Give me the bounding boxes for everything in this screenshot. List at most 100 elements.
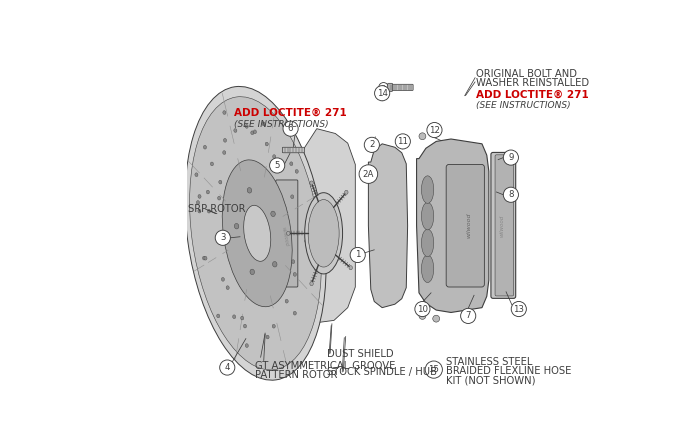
Ellipse shape [251,131,254,135]
Ellipse shape [198,209,201,213]
Ellipse shape [316,251,319,255]
Circle shape [425,361,442,378]
Ellipse shape [273,155,276,159]
Ellipse shape [433,315,440,322]
Ellipse shape [202,256,206,260]
Ellipse shape [226,286,229,290]
Ellipse shape [310,181,314,185]
Text: WASHER REINSTALLED: WASHER REINSTALLED [476,78,589,88]
Ellipse shape [218,196,220,200]
Ellipse shape [266,335,269,339]
Ellipse shape [290,195,294,198]
Ellipse shape [421,229,434,257]
Ellipse shape [245,125,248,128]
Ellipse shape [221,278,225,281]
Text: STOCK SPINDLE / HUB: STOCK SPINDLE / HUB [327,367,437,377]
Ellipse shape [271,211,275,217]
FancyBboxPatch shape [282,147,304,153]
Ellipse shape [204,145,206,149]
Text: 1: 1 [355,250,360,260]
Circle shape [382,85,386,89]
Text: GT ASYMMETRICAL GROOVE: GT ASYMMETRICAL GROOVE [256,361,396,371]
Circle shape [395,134,410,149]
Text: ADD LOCTITE® 271: ADD LOCTITE® 271 [476,90,589,100]
Ellipse shape [211,162,214,166]
Ellipse shape [223,160,292,307]
Ellipse shape [216,237,220,241]
Ellipse shape [223,111,226,114]
Circle shape [220,360,235,375]
Ellipse shape [253,130,256,134]
Text: 15: 15 [428,365,440,374]
Text: 6: 6 [288,124,293,133]
Ellipse shape [219,180,222,184]
Circle shape [503,187,519,202]
FancyBboxPatch shape [491,152,516,298]
Text: STAINLESS STEEL: STAINLESS STEEL [446,357,533,367]
Ellipse shape [234,224,239,229]
Text: BRAIDED FLEXLINE HOSE: BRAIDED FLEXLINE HOSE [446,367,571,376]
Ellipse shape [304,193,342,274]
Text: ADD LOCTITE® 271: ADD LOCTITE® 271 [234,108,346,118]
Text: wilwood: wilwood [281,227,289,247]
Polygon shape [368,144,407,308]
Ellipse shape [262,122,265,126]
Text: 11: 11 [398,137,408,146]
Circle shape [270,158,285,173]
Ellipse shape [197,201,199,204]
Circle shape [511,301,526,316]
Text: wilwood: wilwood [466,213,471,239]
Ellipse shape [304,239,308,243]
Ellipse shape [272,325,275,328]
Ellipse shape [204,256,207,260]
Ellipse shape [195,173,198,177]
Ellipse shape [190,97,321,370]
Ellipse shape [234,129,237,132]
Ellipse shape [232,315,236,319]
Text: PATTERN ROTOR: PATTERN ROTOR [256,370,338,380]
Text: wilwood: wilwood [500,214,505,236]
Ellipse shape [272,261,277,267]
Circle shape [415,301,430,316]
Ellipse shape [286,231,290,236]
Polygon shape [297,129,356,323]
Ellipse shape [419,312,426,319]
Ellipse shape [223,139,227,142]
Text: ORIGINAL BOLT AND: ORIGINAL BOLT AND [476,69,577,79]
Ellipse shape [250,269,255,274]
Text: (SEE INSTRUCTIONS): (SEE INSTRUCTIONS) [234,120,328,129]
Text: 10: 10 [417,304,428,313]
Text: 14: 14 [377,89,388,98]
Text: SRP ROTOR: SRP ROTOR [188,204,246,214]
Ellipse shape [290,162,293,166]
Ellipse shape [247,188,252,193]
Text: 8: 8 [508,190,514,199]
Ellipse shape [419,133,426,139]
Circle shape [350,248,365,262]
Ellipse shape [185,86,326,380]
Ellipse shape [310,282,314,286]
Polygon shape [416,139,489,312]
Text: (SEE INSTRUCTIONS): (SEE INSTRUCTIONS) [476,101,570,110]
Text: 5: 5 [274,161,280,170]
Ellipse shape [349,266,352,270]
Ellipse shape [244,324,246,328]
Circle shape [364,137,379,152]
Circle shape [283,121,298,136]
FancyBboxPatch shape [388,83,393,92]
Circle shape [359,165,378,183]
Text: 12: 12 [429,126,440,135]
Ellipse shape [265,142,268,146]
Ellipse shape [285,299,288,303]
Text: 9: 9 [508,153,514,162]
FancyBboxPatch shape [446,164,484,287]
Text: 4: 4 [225,363,230,372]
Circle shape [461,308,476,324]
Circle shape [503,150,519,165]
Text: KIT (NOT SHOWN): KIT (NOT SHOWN) [446,375,536,385]
Ellipse shape [293,273,296,276]
Ellipse shape [216,314,220,318]
Ellipse shape [207,209,211,213]
Ellipse shape [421,255,434,283]
Ellipse shape [433,130,440,137]
